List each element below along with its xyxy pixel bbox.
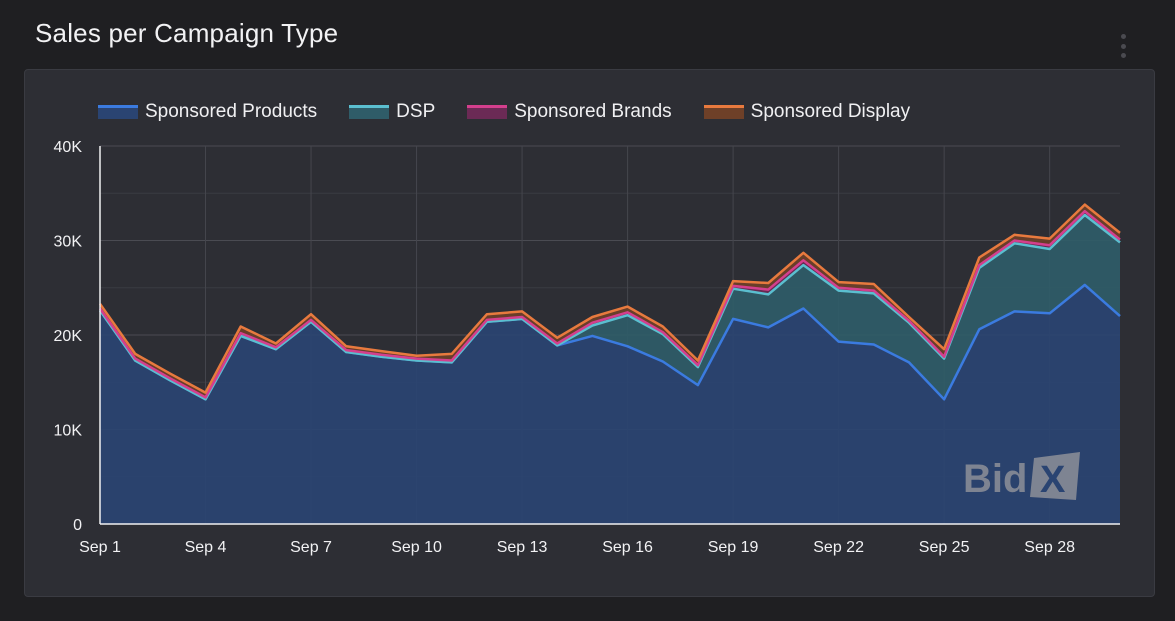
- legend-swatch: [703, 105, 744, 119]
- bidx-logo-mark: [1030, 452, 1080, 500]
- y-tick-label: 0: [73, 517, 82, 534]
- legend-label: Sponsored Products: [145, 101, 318, 122]
- legend-label: Sponsored Display: [750, 101, 911, 122]
- chart-legend: Sponsored Products DSP Sponsored Brands …: [98, 101, 942, 123]
- y-tick-label: 10K: [54, 423, 83, 440]
- bidx-logo: Bid: [963, 457, 1027, 501]
- x-tick-label: Sep 13: [497, 539, 548, 556]
- legend-item-sponsored-products[interactable]: Sponsored Products: [98, 101, 317, 123]
- x-tick-label: Sep 1: [79, 539, 121, 556]
- x-tick-label: Sep 22: [813, 539, 864, 556]
- more-vertical-icon[interactable]: [1116, 34, 1130, 58]
- y-tick-label: 30K: [54, 234, 83, 251]
- legend-item-dsp[interactable]: DSP: [349, 101, 435, 123]
- y-tick-label: 20K: [54, 328, 83, 345]
- legend-swatch: [467, 105, 508, 119]
- legend-item-sponsored-display[interactable]: Sponsored Display: [703, 101, 911, 123]
- x-tick-label: Sep 16: [602, 539, 653, 556]
- line-sponsored-display: [98, 203, 1121, 394]
- line-sponsored-brands: [98, 209, 1121, 399]
- legend-label: Sponsored Brands: [514, 101, 672, 122]
- bidx-logo-x: X: [1040, 459, 1066, 501]
- x-tick-label: Sep 19: [708, 539, 759, 556]
- x-tick-label: Sep 10: [391, 539, 442, 556]
- x-tick-label: Sep 28: [1024, 539, 1075, 556]
- area-sponsored-display: [100, 204, 1120, 398]
- legend-swatch: [98, 105, 138, 119]
- page-title: Sales per Campaign Type: [35, 18, 339, 48]
- legend-swatch: [349, 105, 390, 119]
- y-tick-label: 40K: [54, 139, 83, 156]
- x-tick-label: Sep 7: [290, 539, 332, 556]
- legend-label: DSP: [396, 101, 436, 122]
- legend-item-sponsored-brands[interactable]: Sponsored Brands: [467, 101, 672, 123]
- x-tick-label: Sep 25: [919, 539, 970, 556]
- x-tick-label: Sep 4: [185, 539, 227, 556]
